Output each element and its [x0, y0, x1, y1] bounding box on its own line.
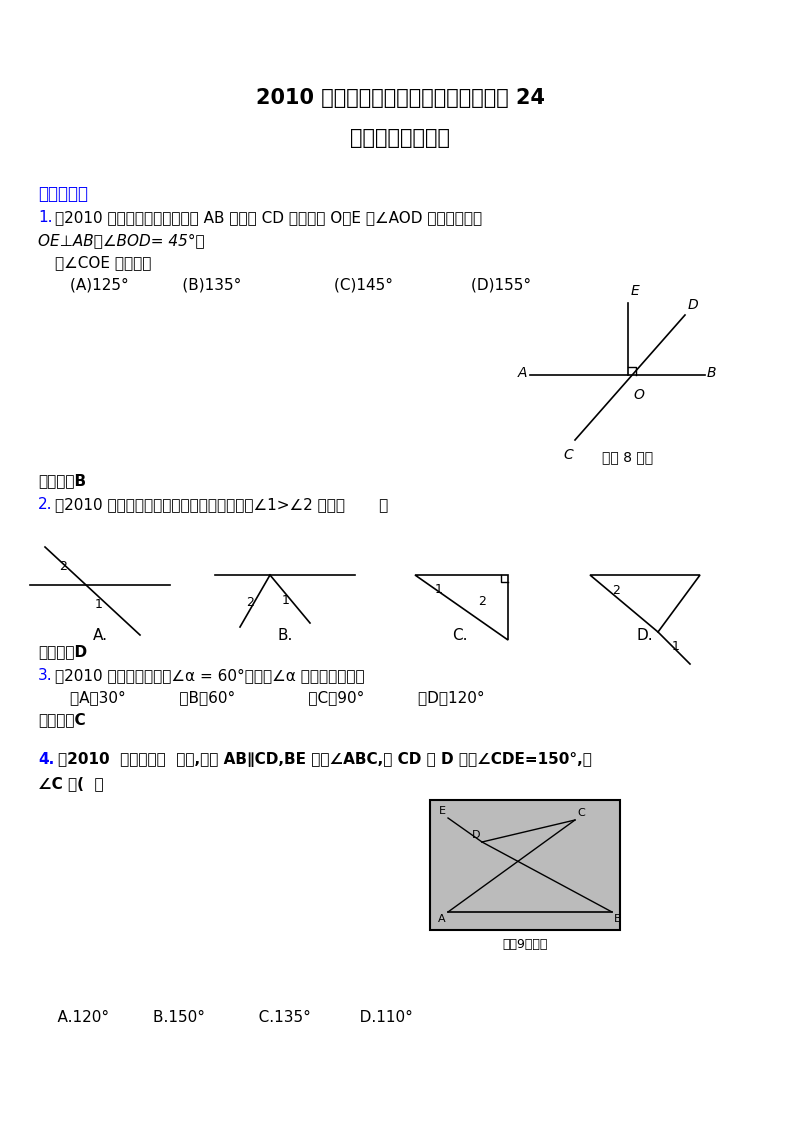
Text: B: B — [614, 914, 622, 924]
Text: D.: D. — [637, 628, 654, 644]
Text: ∠C 为(  ）: ∠C 为( ） — [38, 776, 104, 791]
Text: 1: 1 — [435, 582, 443, 596]
Text: B: B — [707, 366, 717, 380]
Text: OE⊥AB，∠BOD= 45°，: OE⊥AB，∠BOD= 45°， — [38, 233, 205, 248]
Text: O: O — [633, 388, 644, 402]
Text: C.: C. — [452, 628, 468, 644]
Text: E: E — [439, 806, 446, 815]
Text: A: A — [518, 366, 527, 380]
Text: B.: B. — [278, 628, 293, 644]
Text: 1.: 1. — [38, 210, 53, 225]
Text: 1: 1 — [672, 640, 680, 654]
Text: E: E — [631, 284, 640, 297]
Text: （第 8 题）: （第 8 题） — [602, 450, 654, 464]
Text: （A）30°           （B）60°               （C）90°           （D）120°: （A）30° （B）60° （C）90° （D）120° — [70, 690, 485, 705]
Text: 2.: 2. — [38, 497, 53, 512]
Text: （第9题图）: （第9题图） — [502, 938, 548, 951]
Text: （2010 福建福州）下面四个图形中，能判断∠1>∠2 的是（       ）: （2010 福建福州）下面四个图形中，能判断∠1>∠2 的是（ ） — [55, 497, 388, 512]
Text: A.120°         B.150°           C.135°          D.110°: A.120° B.150° C.135° D.110° — [38, 1010, 413, 1025]
Text: 2: 2 — [246, 596, 254, 610]
Text: 则∠COE 的度数是: 则∠COE 的度数是 — [55, 254, 151, 270]
Text: （2010  山东滨州）  如图,已知 AB∥CD,BE 平分∠ABC,且 CD 于 D 点，∠CDE=150°,则: （2010 山东滨州） 如图,已知 AB∥CD,BE 平分∠ABC,且 CD 于… — [58, 752, 592, 767]
Text: 4.: 4. — [38, 752, 54, 767]
Text: 2: 2 — [478, 595, 486, 608]
Text: 2: 2 — [612, 585, 620, 597]
Text: 线段，角与相交线: 线段，角与相交线 — [350, 128, 450, 148]
Text: 3.: 3. — [38, 668, 53, 683]
Text: A.: A. — [93, 628, 107, 644]
Text: 一、选择题: 一、选择题 — [38, 185, 88, 202]
Text: 【答案】C: 【答案】C — [38, 713, 86, 727]
Text: D: D — [471, 830, 480, 840]
Text: 2010 年全国各地数学中考试题分类汇编 24: 2010 年全国各地数学中考试题分类汇编 24 — [255, 88, 545, 107]
FancyBboxPatch shape — [430, 800, 620, 930]
Text: （2010 山东临沂）如果∠α = 60°，那么∠α 的余角的度数是: （2010 山东临沂）如果∠α = 60°，那么∠α 的余角的度数是 — [55, 668, 365, 683]
Text: 【答案】D: 【答案】D — [38, 644, 87, 659]
Text: （2010 浙江宁波）如图，直线 AB 与直线 CD 相交于点 O，E 是∠AOD 内一点，已知: （2010 浙江宁波）如图，直线 AB 与直线 CD 相交于点 O，E 是∠AO… — [55, 210, 482, 225]
Text: 2: 2 — [59, 561, 67, 573]
Text: 1: 1 — [95, 598, 103, 612]
Text: 1: 1 — [282, 594, 290, 606]
Text: C: C — [577, 808, 585, 818]
Text: (A)125°           (B)135°                   (C)145°                (D)155°: (A)125° (B)135° (C)145° (D)155° — [70, 278, 531, 293]
Text: C: C — [563, 448, 573, 461]
Text: A: A — [438, 914, 446, 924]
Text: 【答案】B: 【答案】B — [38, 473, 86, 487]
Text: D: D — [688, 297, 698, 312]
